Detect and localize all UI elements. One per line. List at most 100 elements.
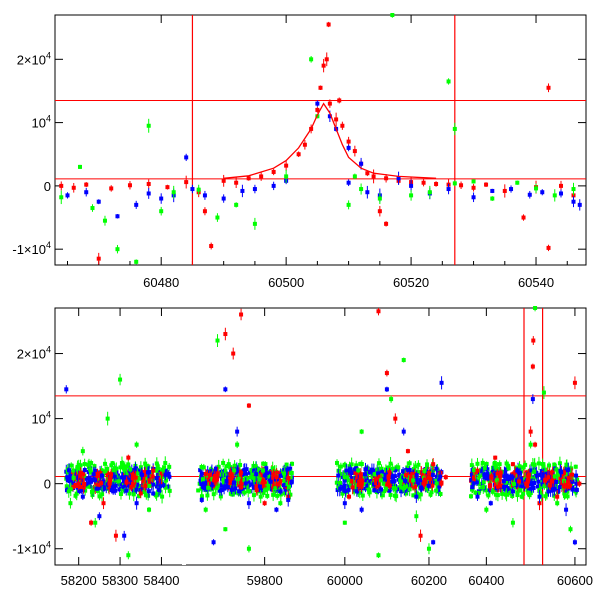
data-point	[250, 470, 255, 475]
data-point	[248, 475, 253, 480]
data-point	[218, 494, 223, 499]
data-point	[96, 199, 101, 204]
data-point	[536, 461, 541, 466]
data-point	[562, 491, 567, 496]
x-tick-label: 59800	[247, 573, 283, 588]
data-point	[70, 485, 75, 490]
data-point	[366, 487, 371, 492]
data-point	[446, 79, 451, 84]
data-point	[382, 481, 387, 486]
data-point	[209, 469, 214, 474]
data-point	[384, 486, 389, 491]
data-point	[122, 533, 127, 538]
data-point	[486, 475, 491, 480]
data-point	[88, 479, 93, 484]
data-point	[559, 191, 564, 196]
data-point	[259, 472, 264, 477]
data-point	[571, 187, 576, 192]
data-point	[384, 371, 389, 376]
data-point	[359, 507, 364, 512]
data-point	[418, 478, 423, 483]
data-point	[522, 477, 527, 482]
data-point	[151, 482, 156, 487]
data-point	[541, 464, 546, 469]
data-point	[384, 387, 389, 392]
data-point	[159, 209, 164, 214]
data-point	[510, 489, 515, 494]
data-point	[387, 488, 392, 493]
data-point	[572, 540, 577, 545]
data-point	[265, 486, 270, 491]
data-point	[561, 470, 566, 475]
data-point	[338, 464, 343, 469]
x-tick-label: 60600	[557, 573, 593, 588]
data-point	[386, 474, 391, 479]
data-point	[347, 494, 352, 499]
data-point	[151, 491, 156, 496]
data-point	[475, 468, 480, 473]
data-point	[135, 482, 140, 487]
data-point	[535, 484, 540, 489]
data-point	[105, 416, 110, 421]
data-point	[495, 478, 500, 483]
data-point	[500, 491, 505, 496]
data-point	[164, 478, 169, 483]
data-point	[234, 202, 239, 207]
data-point	[82, 462, 87, 467]
data-point	[402, 486, 407, 491]
data-point	[377, 480, 382, 485]
data-point	[365, 483, 370, 488]
data-point	[247, 483, 252, 488]
data-point	[349, 478, 354, 483]
data-point	[65, 475, 70, 480]
data-point	[338, 480, 343, 485]
data-point	[202, 193, 207, 198]
data-point	[363, 486, 368, 491]
data-point	[196, 488, 201, 493]
data-point	[372, 478, 377, 483]
data-point	[552, 476, 557, 481]
data-point	[93, 480, 98, 485]
data-point	[564, 462, 569, 467]
data-point	[334, 117, 339, 122]
data-point	[390, 13, 395, 17]
data-point	[146, 464, 151, 469]
data-point	[73, 482, 78, 487]
data-point	[477, 474, 482, 479]
data-point	[488, 483, 493, 488]
data-point	[146, 191, 151, 196]
data-point	[346, 180, 351, 185]
data-point	[101, 479, 106, 484]
data-point	[78, 470, 83, 475]
data-point	[372, 472, 377, 477]
data-point	[211, 492, 216, 497]
data-point	[542, 484, 547, 489]
data-point	[275, 482, 280, 487]
data-point	[245, 476, 250, 481]
data-point	[393, 416, 398, 421]
data-point	[424, 473, 429, 478]
data-point	[286, 475, 291, 480]
data-point	[358, 472, 363, 477]
data-point	[89, 520, 94, 525]
data-point	[156, 487, 161, 492]
data-point	[565, 484, 570, 489]
data-point	[167, 474, 172, 479]
data-point	[342, 474, 347, 479]
data-point	[126, 455, 131, 460]
data-point	[541, 472, 546, 477]
data-point	[423, 466, 428, 471]
data-point	[118, 465, 123, 470]
data-point	[73, 472, 78, 477]
data-point	[392, 474, 397, 479]
data-point	[343, 489, 348, 494]
data-point	[396, 465, 401, 470]
data-point	[346, 202, 351, 207]
data-point	[99, 481, 104, 486]
data-point	[113, 483, 118, 488]
data-point	[371, 174, 376, 179]
data-point	[345, 475, 350, 480]
data-point	[481, 484, 486, 489]
data-point	[434, 481, 439, 486]
data-point	[374, 481, 379, 486]
